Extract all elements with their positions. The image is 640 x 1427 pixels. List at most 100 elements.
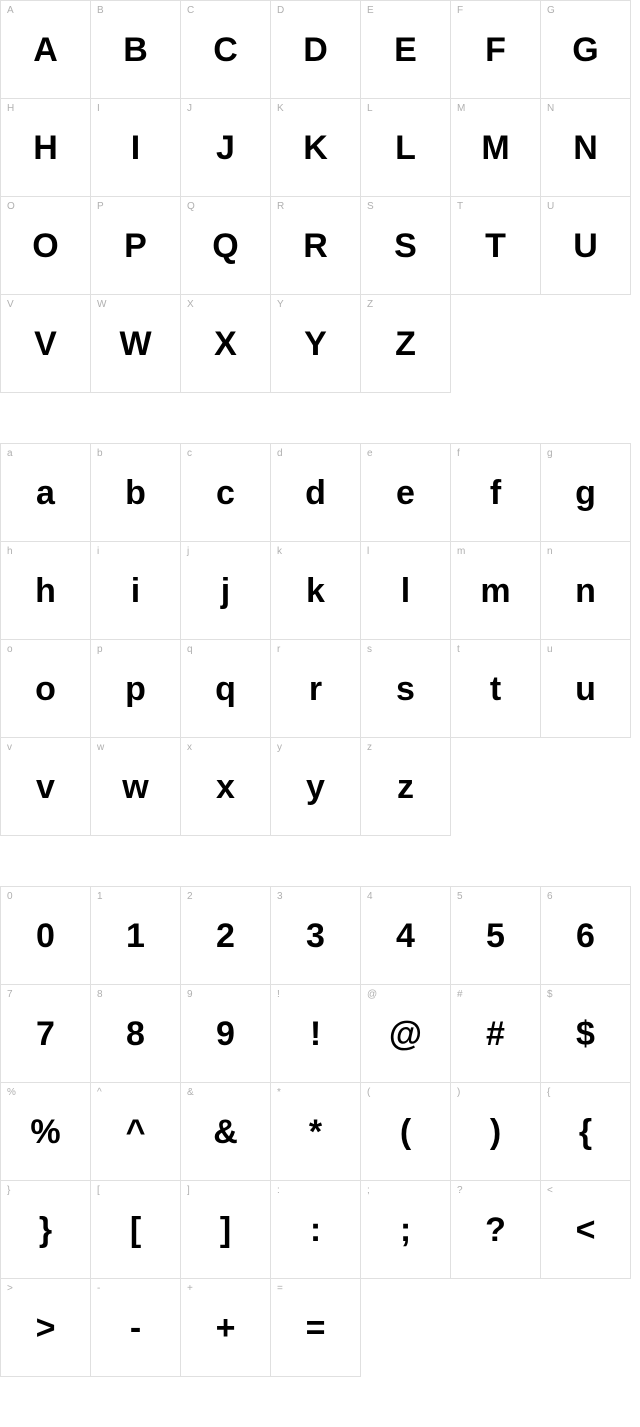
- glyph-label: ^: [97, 1087, 102, 1098]
- glyph-cell: oo: [1, 640, 91, 738]
- glyph-cell: PP: [91, 197, 181, 295]
- glyph-cell: $$: [541, 985, 631, 1083]
- glyph-cell: 22: [181, 887, 271, 985]
- glyph-character: -: [130, 1311, 141, 1345]
- glyph-label: Q: [187, 201, 195, 212]
- glyph-character: :: [310, 1213, 321, 1247]
- glyph-label: X: [187, 299, 194, 310]
- glyph-label: x: [187, 742, 192, 753]
- glyph-character: G: [572, 33, 598, 67]
- glyph-character: K: [303, 131, 328, 165]
- glyph-label: 8: [97, 989, 103, 1000]
- glyph-label: S: [367, 201, 374, 212]
- glyph-cell: aa: [1, 444, 91, 542]
- glyph-character: #: [486, 1017, 505, 1051]
- glyph-character: ?: [485, 1213, 506, 1247]
- section-lowercase: aabbccddeeffgghhiijjkkllmmnnooppqqrrsstt…: [0, 443, 640, 836]
- glyph-label: O: [7, 201, 15, 212]
- glyph-character: l: [401, 574, 410, 608]
- glyph-cell: TT: [451, 197, 541, 295]
- glyph-character: 3: [306, 919, 325, 953]
- glyph-cell: pp: [91, 640, 181, 738]
- glyph-character: p: [125, 672, 146, 706]
- glyph-label: I: [97, 103, 100, 114]
- glyph-cell: MM: [451, 99, 541, 197]
- glyph-label: #: [457, 989, 463, 1000]
- glyph-label: g: [547, 448, 553, 459]
- glyph-cell: bb: [91, 444, 181, 542]
- glyph-cell: tt: [451, 640, 541, 738]
- glyph-character: b: [125, 476, 146, 510]
- glyph-cell: ::: [271, 1181, 361, 1279]
- glyph-cell: 66: [541, 887, 631, 985]
- glyph-label: :: [277, 1185, 280, 1196]
- glyph-character: H: [33, 131, 58, 165]
- glyph-character: }: [39, 1213, 52, 1247]
- glyph-character: W: [119, 327, 151, 361]
- glyph-character: s: [396, 672, 415, 706]
- glyph-character: 0: [36, 919, 55, 953]
- glyph-cell: II: [91, 99, 181, 197]
- glyph-label: a: [7, 448, 13, 459]
- glyph-character: Q: [212, 229, 238, 263]
- glyph-cell: NN: [541, 99, 631, 197]
- glyph-cell: ll: [361, 542, 451, 640]
- glyph-label: J: [187, 103, 192, 114]
- glyph-cell: JJ: [181, 99, 271, 197]
- glyph-label: w: [97, 742, 104, 753]
- glyph-label: Y: [277, 299, 284, 310]
- glyph-character: F: [485, 33, 506, 67]
- glyph-label: l: [367, 546, 369, 557]
- glyph-cell: 99: [181, 985, 271, 1083]
- glyph-character: +: [216, 1311, 236, 1345]
- glyph-label: d: [277, 448, 283, 459]
- glyph-label: >: [7, 1283, 13, 1294]
- glyph-label: &: [187, 1087, 194, 1098]
- glyph-label: b: [97, 448, 103, 459]
- glyph-cell: %%: [1, 1083, 91, 1181]
- glyph-cell: ++: [181, 1279, 271, 1377]
- glyph-character: (: [400, 1115, 411, 1149]
- glyph-cell: gg: [541, 444, 631, 542]
- glyph-grid: AABBCCDDEEFFGGHHIIJJKKLLMMNNOOPPQQRRSSTT…: [0, 0, 631, 295]
- glyph-cell: !!: [271, 985, 361, 1083]
- glyph-cell: vv: [1, 738, 91, 836]
- glyph-label: [: [97, 1185, 100, 1196]
- glyph-character: V: [34, 327, 57, 361]
- glyph-character: w: [122, 770, 148, 804]
- glyph-label: M: [457, 103, 465, 114]
- glyph-character: ]: [220, 1213, 231, 1247]
- glyph-label: Z: [367, 299, 373, 310]
- glyph-cell: mm: [451, 542, 541, 640]
- glyph-label: 1: [97, 891, 103, 902]
- section-numbers-symbols: 00112233445566778899!!@@##$$%%^^&&**(())…: [0, 886, 640, 1377]
- glyph-label: c: [187, 448, 192, 459]
- glyph-cell: 55: [451, 887, 541, 985]
- glyph-label: *: [277, 1087, 281, 1098]
- glyph-label: P: [97, 201, 104, 212]
- glyph-cell: AA: [1, 1, 91, 99]
- glyph-cell: @@: [361, 985, 451, 1083]
- section-uppercase: AABBCCDDEEFFGGHHIIJJKKLLMMNNOOPPQQRRSSTT…: [0, 0, 640, 393]
- glyph-character: r: [309, 672, 322, 706]
- glyph-label: i: [97, 546, 99, 557]
- glyph-character: ;: [400, 1213, 411, 1247]
- glyph-cell: zz: [361, 738, 451, 836]
- glyph-grid: 00112233445566778899!!@@##$$%%^^&&**(())…: [0, 886, 631, 1279]
- glyph-label: ): [457, 1087, 460, 1098]
- glyph-cell: qq: [181, 640, 271, 738]
- glyph-cell: KK: [271, 99, 361, 197]
- glyph-label: {: [547, 1087, 550, 1098]
- glyph-cell: 00: [1, 887, 91, 985]
- glyph-character: u: [575, 672, 596, 706]
- glyph-label: j: [187, 546, 189, 557]
- glyph-character: f: [490, 476, 501, 510]
- glyph-label: y: [277, 742, 282, 753]
- glyph-character: v: [36, 770, 55, 804]
- glyph-character: k: [306, 574, 325, 608]
- glyph-cell: EE: [361, 1, 451, 99]
- glyph-cell: >>: [1, 1279, 91, 1377]
- glyph-character: z: [397, 770, 414, 804]
- glyph-label: B: [97, 5, 104, 16]
- glyph-cell: QQ: [181, 197, 271, 295]
